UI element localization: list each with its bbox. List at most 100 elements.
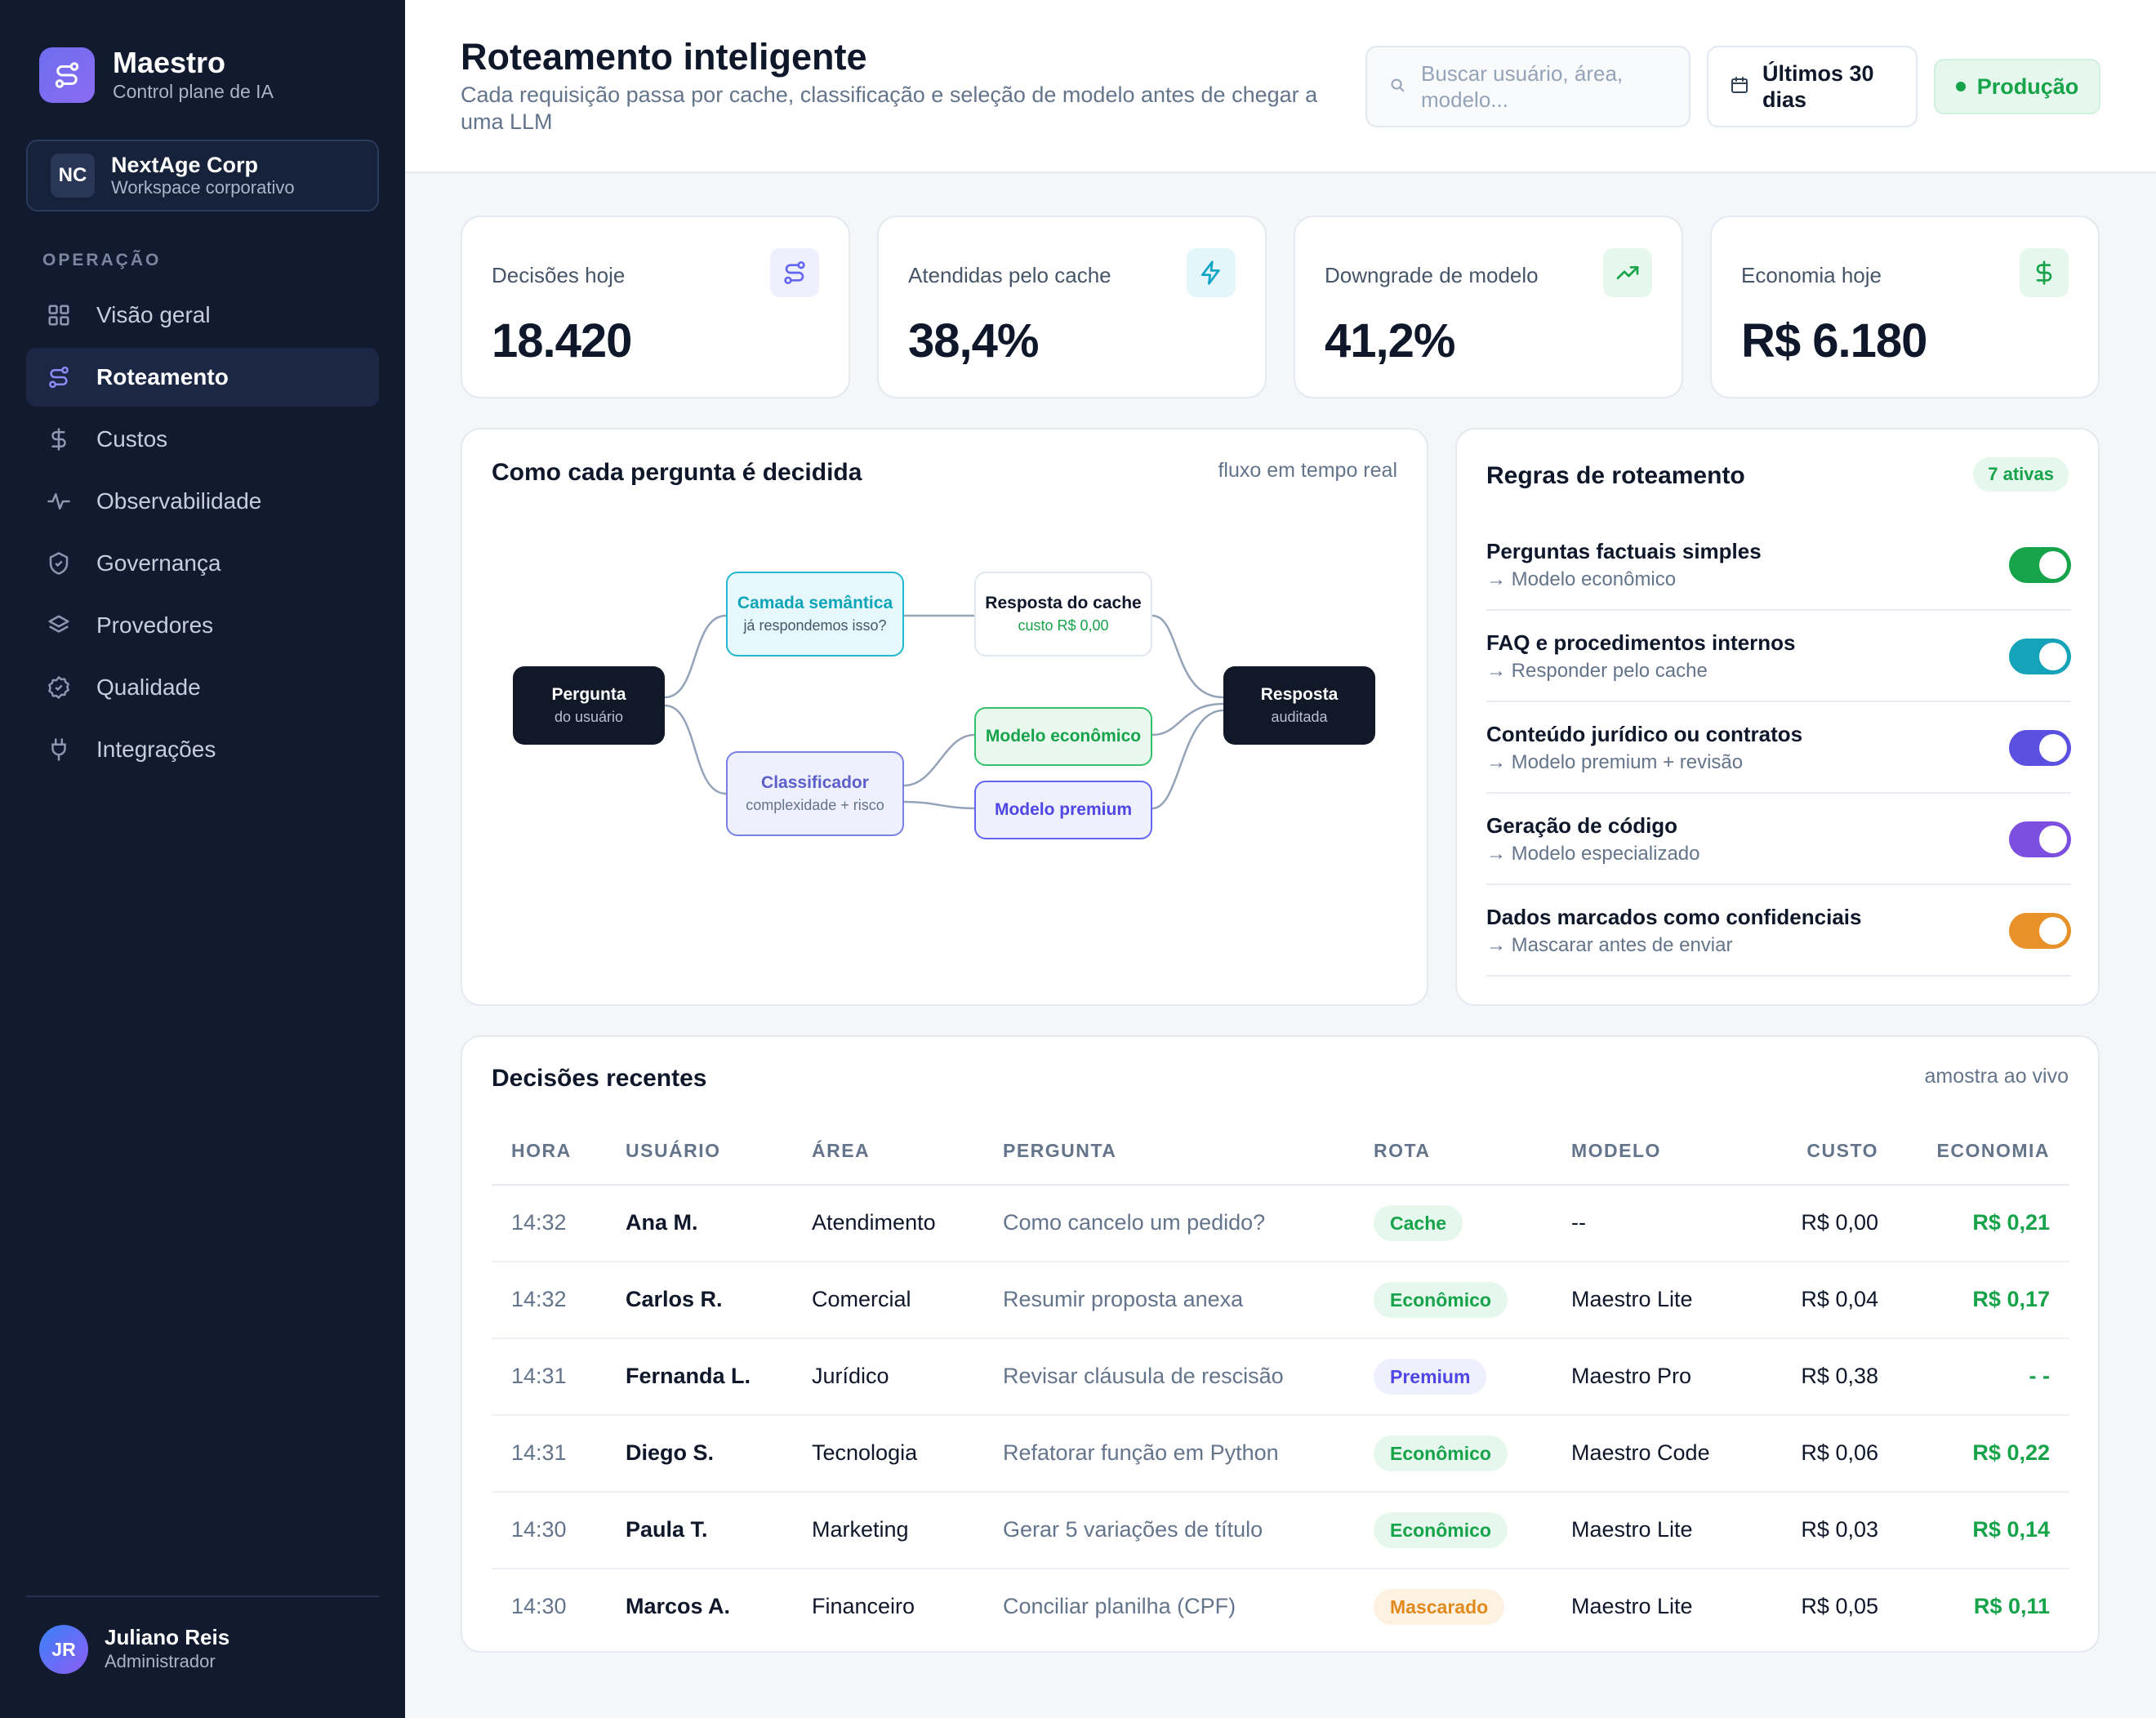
table-row[interactable]: 14:32 Carlos R. Comercial Resumir propos… bbox=[492, 1262, 2069, 1339]
route-badge: Premium bbox=[1374, 1359, 1487, 1395]
table-row[interactable]: 14:30 Marcos A. Financeiro Conciliar pla… bbox=[492, 1569, 2069, 1646]
grid-icon bbox=[46, 302, 72, 328]
cell-saving: R$ 0,21 bbox=[1972, 1210, 2050, 1235]
stat-label: Atendidas pelo cache bbox=[908, 263, 1111, 287]
rule-title: Dados marcados como confidenciais bbox=[1486, 905, 1862, 929]
cell-time: 14:30 bbox=[511, 1594, 567, 1618]
date-range-button[interactable]: Últimos 30 dias bbox=[1707, 46, 1918, 127]
cell-model: Maestro Pro bbox=[1571, 1364, 1692, 1388]
sidebar-item-visao-geral[interactable]: Visão geral bbox=[26, 286, 379, 345]
cell-area: Financeiro bbox=[812, 1594, 915, 1618]
sidebar-item-governanca[interactable]: Governança bbox=[26, 534, 379, 593]
rule-title: Conteúdo jurídico ou contratos bbox=[1486, 722, 1803, 746]
page-header: Roteamento inteligente Cada requisição p… bbox=[405, 0, 2156, 173]
sidebar-item-custos[interactable]: Custos bbox=[26, 410, 379, 469]
cell-question: Como cancelo um pedido? bbox=[1003, 1210, 1266, 1235]
toggle-knob bbox=[2039, 734, 2067, 762]
cell-model: Maestro Code bbox=[1571, 1440, 1710, 1465]
user-profile[interactable]: JR Juliano Reis Administrador bbox=[39, 1625, 229, 1674]
rule-action: → Modelo econômico bbox=[1486, 568, 1677, 590]
cell-area: Atendimento bbox=[812, 1210, 936, 1235]
column-header[interactable]: MODELO bbox=[1571, 1140, 1661, 1161]
flow-node-premium-model: Modelo premium bbox=[974, 781, 1152, 839]
cell-cost: R$ 0,38 bbox=[1801, 1364, 1878, 1388]
environment-badge[interactable]: Produção bbox=[1934, 59, 2100, 114]
sidebar-item-integracoes[interactable]: Integrações bbox=[26, 720, 379, 779]
search-input[interactable]: Buscar usuário, área, modelo... bbox=[1365, 46, 1690, 127]
page-title: Roteamento inteligente bbox=[461, 36, 867, 78]
cell-user: Diego S. bbox=[626, 1440, 715, 1465]
sidebar-item-observabilidade[interactable]: Observabilidade bbox=[26, 472, 379, 531]
table-row[interactable]: 14:32 Ana M. Atendimento Como cancelo um… bbox=[492, 1186, 2069, 1262]
flow-node-question: Pergunta do usuário bbox=[513, 666, 665, 745]
sidebar-item-label: Qualidade bbox=[96, 674, 201, 700]
table-row[interactable]: 14:31 Diego S. Tecnologia Refatorar funç… bbox=[492, 1416, 2069, 1493]
flow-node-classifier: Classificador complexidade + risco bbox=[726, 751, 904, 836]
route-badge: Econômico bbox=[1374, 1282, 1508, 1318]
column-header[interactable]: ECONOMIA bbox=[1936, 1140, 2050, 1161]
avatar: JR bbox=[39, 1625, 88, 1674]
cell-area: Jurídico bbox=[812, 1364, 889, 1388]
rule-title: Geração de código bbox=[1486, 813, 1678, 838]
table-row[interactable]: 14:30 Paula T. Marketing Gerar 5 variaçõ… bbox=[492, 1493, 2069, 1569]
column-header[interactable]: CUSTO bbox=[1806, 1140, 1878, 1161]
cell-time: 14:31 bbox=[511, 1364, 567, 1388]
toggle-knob bbox=[2039, 551, 2067, 579]
rule-toggle[interactable] bbox=[2009, 730, 2071, 766]
sidebar: Maestro Control plane de IA NC NextAge C… bbox=[0, 0, 405, 1718]
cell-user: Marcos A. bbox=[626, 1594, 731, 1618]
table-row[interactable]: 14:31 Fernanda L. Jurídico Revisar cláus… bbox=[492, 1339, 2069, 1416]
rule-toggle[interactable] bbox=[2009, 639, 2071, 674]
route-icon bbox=[39, 47, 95, 103]
sidebar-item-provedores[interactable]: Provedores bbox=[26, 596, 379, 655]
node-subtitle: custo R$ 0,00 bbox=[1018, 617, 1109, 634]
rule-title: FAQ e procedimentos internos bbox=[1486, 630, 1796, 655]
cell-area: Comercial bbox=[812, 1287, 911, 1311]
decisions-title: Decisões recentes bbox=[492, 1065, 707, 1092]
node-title: Modelo econômico bbox=[985, 727, 1142, 746]
plug-icon bbox=[46, 737, 72, 763]
workspace-subtitle: Workspace corporativo bbox=[111, 177, 295, 198]
route-badge: Cache bbox=[1374, 1205, 1463, 1241]
status-dot bbox=[1955, 82, 1966, 91]
stat-label: Decisões hoje bbox=[492, 263, 626, 287]
trending-up-icon bbox=[1603, 248, 1652, 297]
column-header[interactable]: USUÁRIO bbox=[626, 1140, 721, 1161]
column-header[interactable]: ROTA bbox=[1374, 1140, 1431, 1161]
stat-value: 41,2% bbox=[1325, 314, 1455, 367]
stat-label: Downgrade de modelo bbox=[1325, 263, 1539, 287]
nav-section-label: OPERAÇÃO bbox=[42, 251, 162, 269]
cell-time: 14:31 bbox=[511, 1440, 567, 1465]
cell-question: Refatorar função em Python bbox=[1003, 1440, 1279, 1465]
flow-title: Como cada pergunta é decidida bbox=[492, 459, 862, 486]
toggle-knob bbox=[2039, 917, 2067, 945]
sidebar-item-label: Provedores bbox=[96, 612, 214, 638]
cell-model: Maestro Lite bbox=[1571, 1287, 1693, 1311]
column-header[interactable]: ÁREA bbox=[812, 1140, 871, 1161]
workspace-switcher[interactable]: NC NextAge Corp Workspace corporativo bbox=[26, 140, 379, 211]
layers-icon bbox=[46, 612, 72, 639]
workspace-name: NextAge Corp bbox=[111, 153, 259, 177]
cell-question: Gerar 5 variações de título bbox=[1003, 1517, 1263, 1542]
rule-toggle[interactable] bbox=[2009, 821, 2071, 857]
cell-saving: R$ 0,22 bbox=[1972, 1440, 2050, 1465]
column-header[interactable]: HORA bbox=[511, 1140, 572, 1161]
column-header[interactable]: PERGUNTA bbox=[1003, 1140, 1117, 1161]
sidebar-item-qualidade[interactable]: Qualidade bbox=[26, 658, 379, 717]
rule-toggle[interactable] bbox=[2009, 547, 2071, 583]
cell-cost: R$ 0,00 bbox=[1801, 1210, 1878, 1235]
stat-card-decisions: Decisões hoje 18.420 bbox=[461, 216, 850, 398]
badge-check-icon bbox=[46, 674, 72, 701]
dollar-icon bbox=[2020, 248, 2069, 297]
cell-cost: R$ 0,05 bbox=[1801, 1594, 1878, 1618]
sidebar-item-roteamento[interactable]: Roteamento bbox=[26, 348, 379, 407]
date-range-label: Últimos 30 dias bbox=[1762, 61, 1874, 112]
flow-node-semantic-layer: Camada semântica já respondemos isso? bbox=[726, 572, 904, 656]
brand[interactable]: Maestro Control plane de IA bbox=[39, 47, 274, 104]
dollar-icon bbox=[46, 426, 72, 452]
flow-card: Como cada pergunta é decidida fluxo em t… bbox=[461, 428, 1428, 1006]
rule-toggle[interactable] bbox=[2009, 913, 2071, 949]
calendar-icon bbox=[1730, 75, 1749, 99]
rule-row: Geração de código → Modelo especializado bbox=[1486, 794, 2071, 885]
cell-user: Fernanda L. bbox=[626, 1364, 751, 1388]
